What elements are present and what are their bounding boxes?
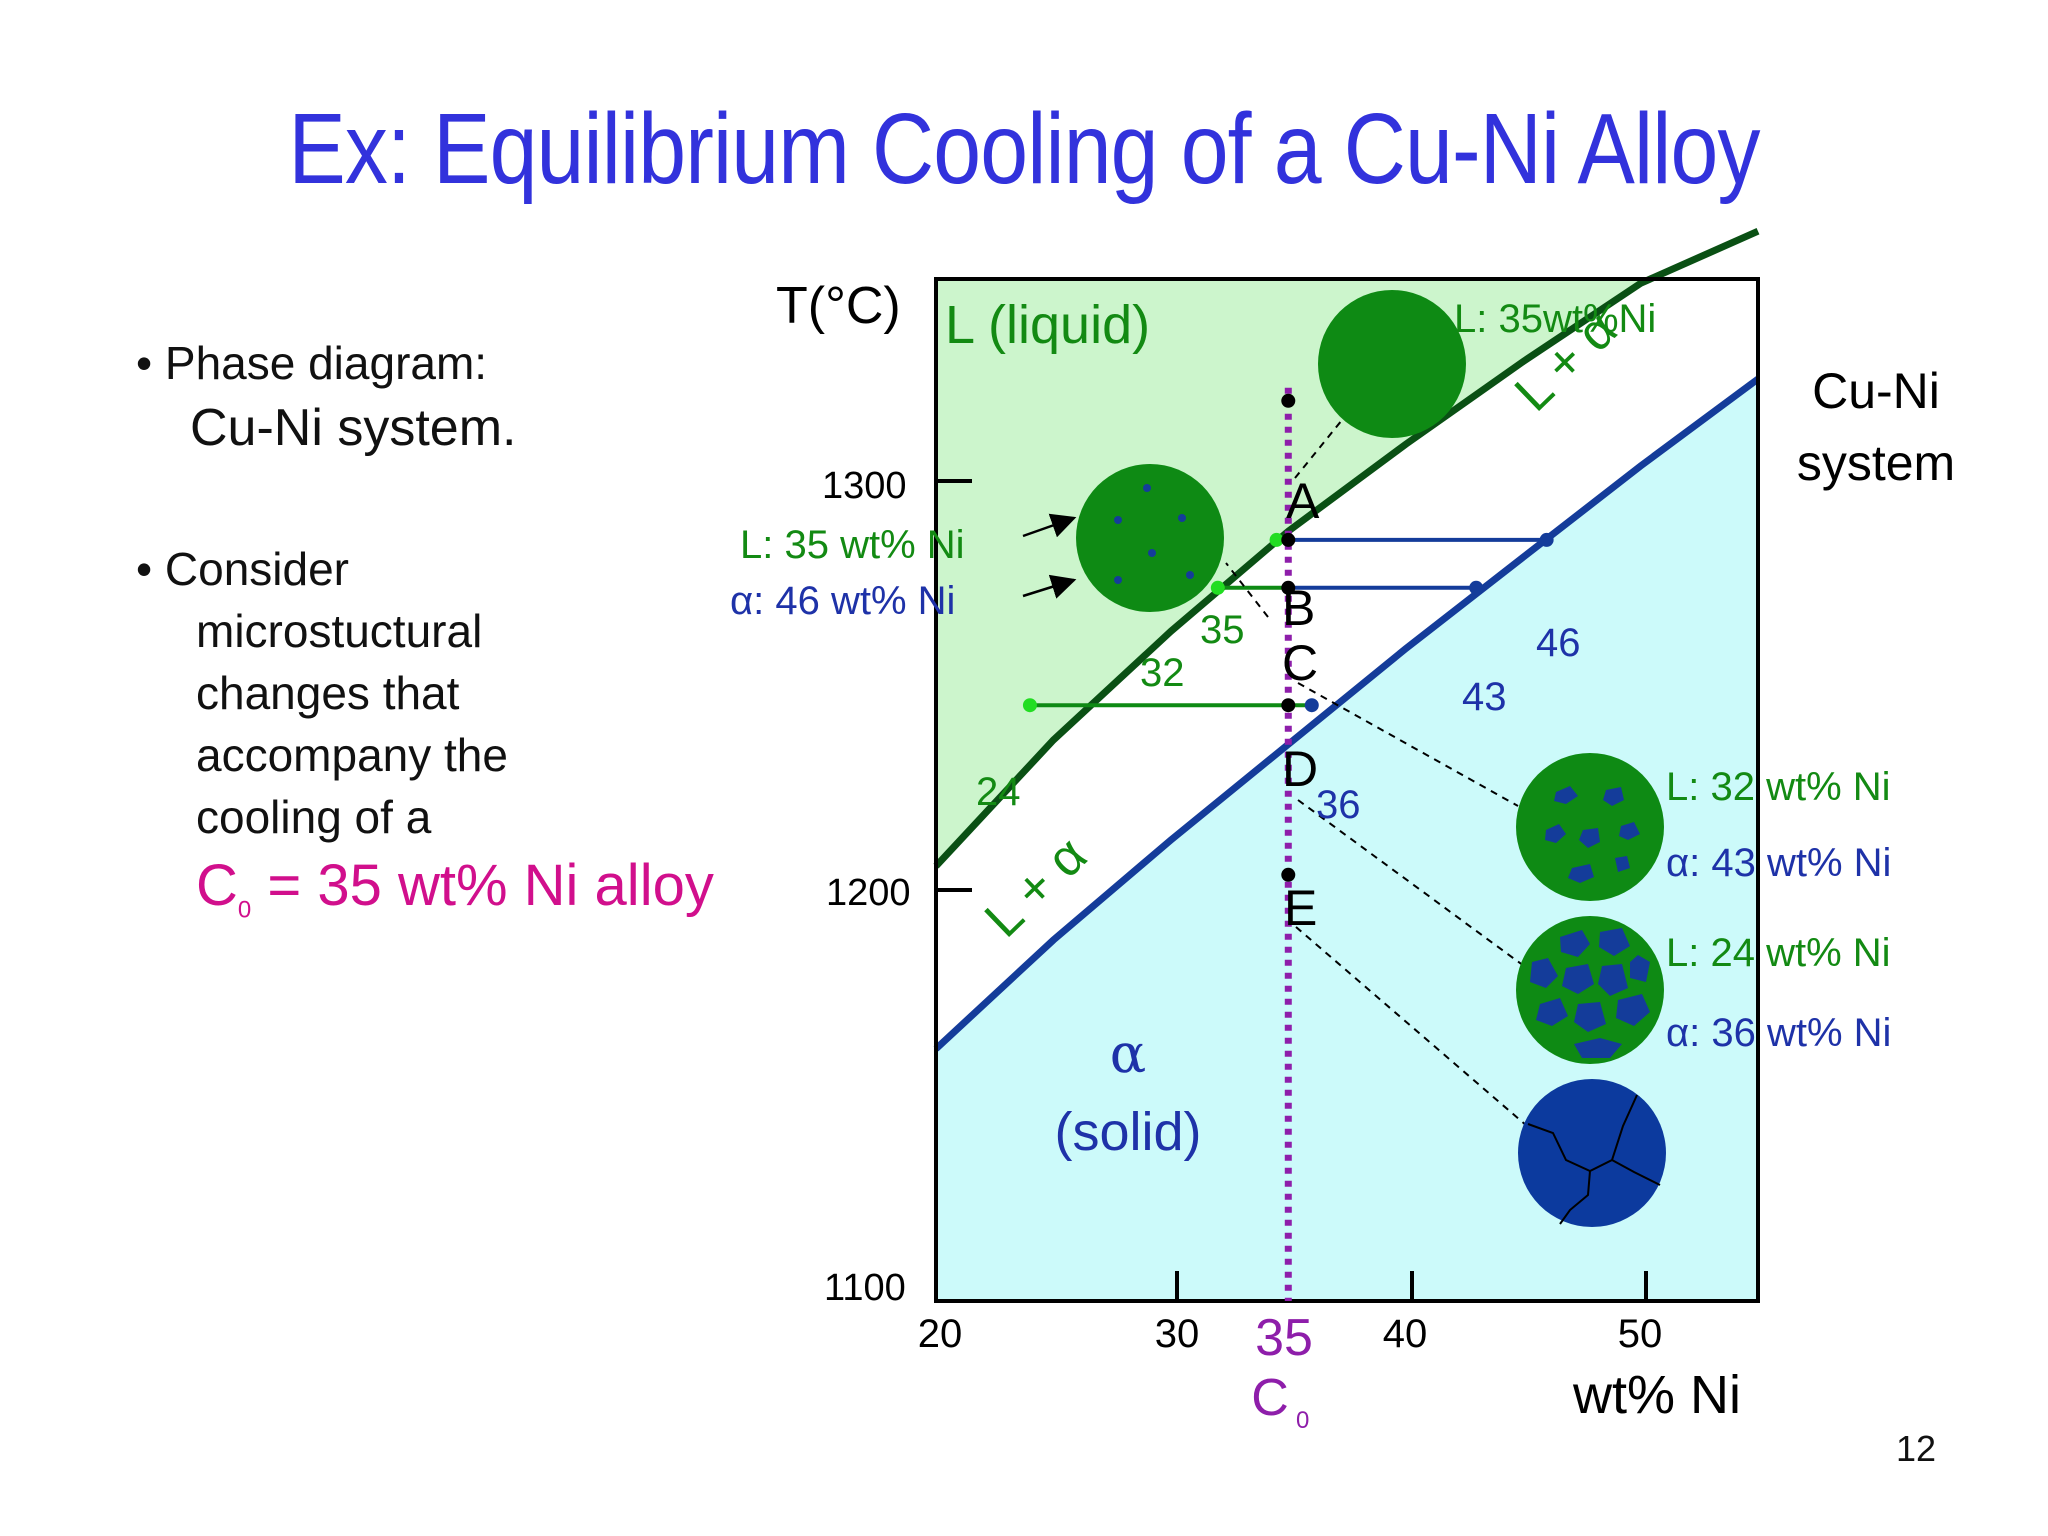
- state-point-a: [1281, 393, 1296, 408]
- bullet-line: changes that: [196, 667, 460, 719]
- point-label-d: D: [1282, 741, 1318, 797]
- point-label-a: A: [1286, 473, 1320, 529]
- annotation-d-solid: α: 36 wt% Ni: [1666, 1011, 1891, 1055]
- system-label-line2: system: [1797, 435, 1955, 491]
- y-axis-label: T(°C): [776, 277, 901, 335]
- y-tick-label: 1100: [824, 1267, 906, 1309]
- annotation-d-liquid: L: 24 wt% Ni: [1666, 931, 1891, 975]
- bullet-phase-diagram: • Phase diagram:: [136, 336, 487, 390]
- solid-region-alpha: α: [1110, 1022, 1146, 1085]
- bullet-line: microstuctural: [196, 605, 483, 657]
- annotation-b-liquid: L: 35 wt% Ni: [740, 523, 965, 567]
- x-tick-label: 30: [1155, 1312, 1200, 1356]
- state-point-b: [1281, 532, 1296, 547]
- liquidus-line: [933, 228, 1760, 869]
- alloy-composition: C0 = 35 wt% Ni alloy: [196, 852, 714, 925]
- state-point-d: [1281, 698, 1296, 713]
- bullet-line: accompany the: [196, 729, 508, 781]
- tie-b-solid-value: 46: [1536, 621, 1581, 665]
- page-number: 12: [1896, 1428, 1937, 1469]
- liquid-composition-point: [1269, 532, 1284, 547]
- annotation-c-solid: α: 43 wt% Ni: [1666, 841, 1891, 885]
- c0-value-label: 35: [1255, 1309, 1313, 1367]
- arrow-liquid: [1022, 513, 1077, 538]
- liquid-composition-point: [1210, 580, 1225, 595]
- point-label-b: B: [1282, 580, 1315, 636]
- bullet-marker: •: [136, 543, 153, 595]
- plot-frame: [934, 277, 1760, 1303]
- tie-d-solid-value: 36: [1316, 783, 1361, 827]
- microstructure-c-icon: [1516, 753, 1664, 901]
- solid-composition-point: [1304, 698, 1319, 713]
- bullet-marker: •: [136, 337, 153, 389]
- tie-d-liquid-value: 24: [976, 770, 1021, 814]
- alloy-rest: = 35 wt% Ni alloy: [251, 853, 714, 918]
- slide-title: Ex: Equilibrium Cooling of a Cu-Ni Alloy: [288, 93, 1760, 205]
- microstructure-e-icon: [1518, 1079, 1666, 1227]
- liquid-composition-point: [1022, 698, 1037, 713]
- system-label-line1: Cu-Ni: [1812, 363, 1940, 419]
- c0-subscript: 0: [1296, 1407, 1309, 1434]
- solidus-line: [933, 376, 1761, 1052]
- liquid-region: [936, 231, 1758, 867]
- state-point-c: [1281, 580, 1296, 595]
- c0-symbol-label: C: [1251, 1369, 1289, 1427]
- annotation-b-solid: α: 46 wt% Ni: [730, 579, 955, 623]
- tie-c-solid-value: 43: [1462, 675, 1507, 719]
- x-tick-label: 50: [1618, 1312, 1663, 1356]
- solid-region-label: (solid): [1054, 1102, 1201, 1162]
- microstructure-d-icon: [1516, 916, 1664, 1064]
- x-axis-label: wt% Ni: [1572, 1365, 1741, 1425]
- leader-line-b: [1225, 562, 1269, 618]
- alloy-subscript: 0: [237, 896, 252, 924]
- microstructure-b-icon: [1076, 464, 1224, 612]
- state-point-e: [1281, 867, 1296, 882]
- tie-c-liquid-value: 32: [1140, 651, 1185, 695]
- x-tick-label: 40: [1383, 1312, 1428, 1356]
- tie-b-liquid-value: 35: [1200, 608, 1245, 652]
- solid-region: [936, 379, 1758, 1301]
- point-label-e: E: [1284, 880, 1317, 936]
- bullet-consider: • Consider: [136, 542, 349, 596]
- x-tick-label: 20: [918, 1312, 963, 1356]
- bullet-cu-ni-system: Cu-Ni system.: [190, 399, 517, 457]
- y-tick-label: 1300: [822, 465, 907, 507]
- point-label-c: C: [1282, 635, 1318, 691]
- annotation-a-liquid: L: 35wt%Ni: [1454, 297, 1656, 341]
- liquid-region-label: L (liquid): [945, 295, 1150, 355]
- bullet-text: Consider: [164, 543, 349, 595]
- microstructure-a-icon: [1318, 290, 1466, 438]
- bullet-line: cooling of a: [196, 791, 432, 843]
- solid-composition-point: [1469, 580, 1484, 595]
- arrow-alpha: [1022, 574, 1077, 599]
- two-phase-region: [936, 231, 1758, 1049]
- alloy-c: C: [196, 853, 238, 918]
- annotation-c-liquid: L: 32 wt% Ni: [1666, 765, 1891, 809]
- solid-composition-point: [1539, 532, 1554, 547]
- y-tick-label: 1200: [826, 872, 911, 914]
- leader-line-c: [1297, 682, 1519, 807]
- bullet-text: Phase diagram:: [164, 337, 488, 389]
